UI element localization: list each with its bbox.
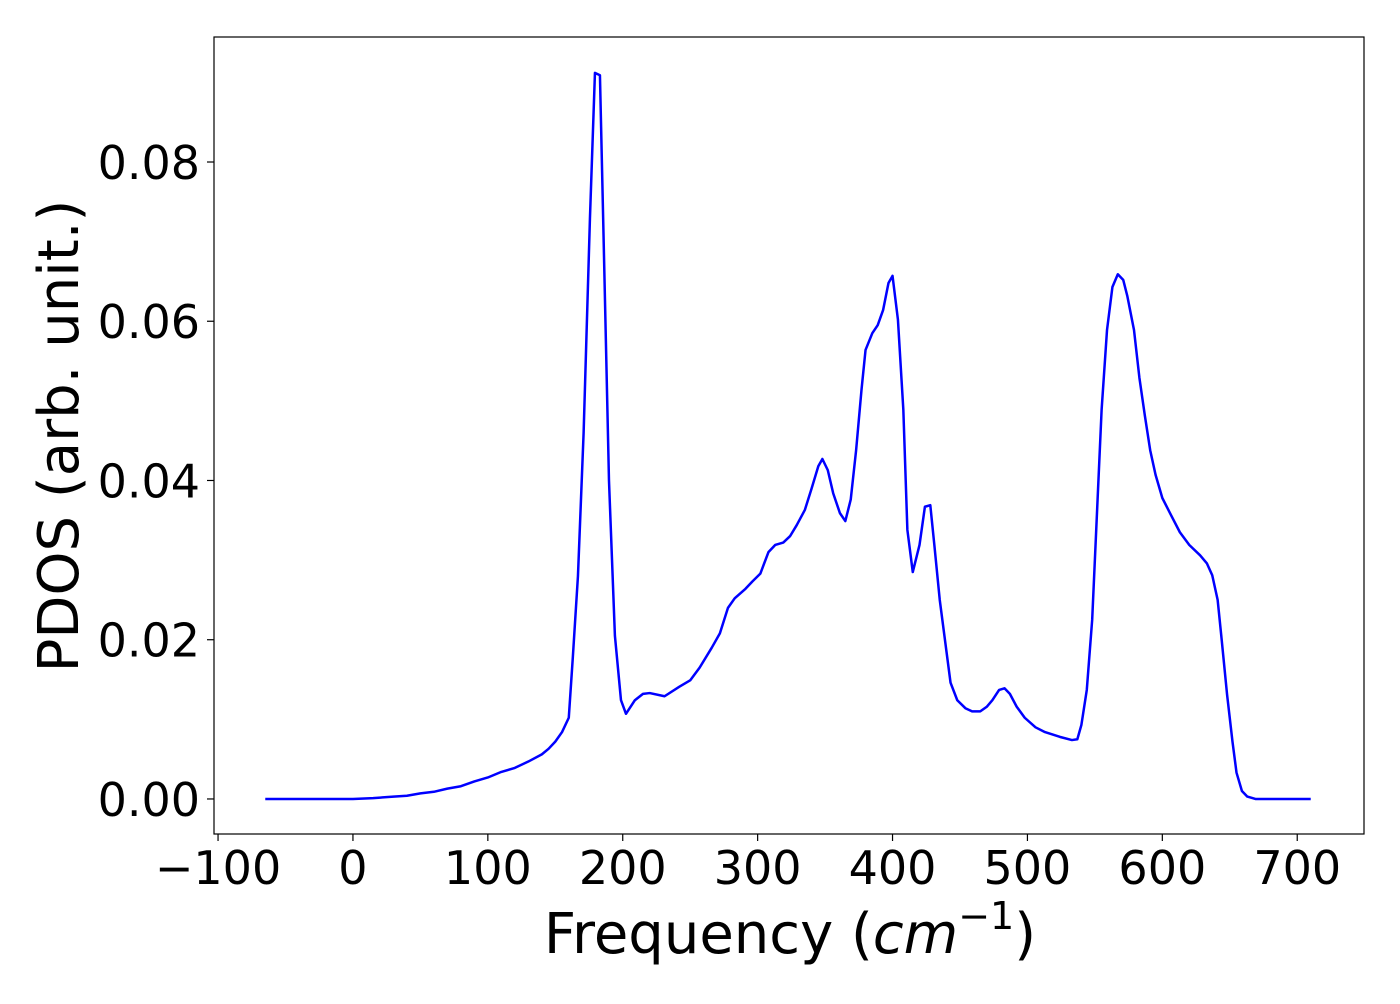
x-label-text: Frequency ( — [544, 902, 873, 967]
x-tick-label: 700 — [1253, 841, 1341, 895]
x-tick-label: 400 — [849, 841, 937, 895]
y-tick-label: 0.04 — [98, 454, 200, 508]
x-tick-label: 500 — [984, 841, 1072, 895]
x-label-exponent: −1 — [958, 894, 1014, 938]
x-tick-label: 100 — [444, 841, 532, 895]
x-tick-label: 300 — [714, 841, 802, 895]
x-label-unit: cm — [873, 902, 958, 967]
x-tick-label: 600 — [1118, 841, 1206, 895]
y-tick-label: 0.06 — [98, 295, 200, 349]
y-tick-label: 0.02 — [98, 614, 200, 668]
x-label-text: ) — [1014, 902, 1036, 967]
y-axis-label: PDOS (arb. unit.) — [27, 200, 92, 673]
y-tick-label: 0.00 — [98, 773, 200, 827]
data-line — [265, 71, 1311, 801]
plot-frame — [213, 36, 1365, 835]
x-tick-label: −100 — [155, 841, 281, 895]
x-tick-label: 0 — [338, 841, 367, 895]
x-tick-label: 200 — [579, 841, 667, 895]
y-tick-label: 0.08 — [98, 136, 200, 190]
x-axis-label: Frequency (cm−1) — [544, 894, 1036, 967]
